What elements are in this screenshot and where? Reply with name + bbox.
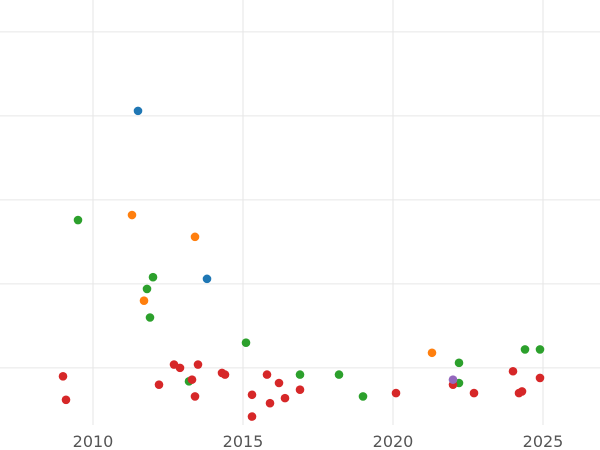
data-point — [61, 395, 71, 405]
data-point — [334, 370, 344, 379]
data-point — [295, 370, 305, 379]
x-tick-label: 2025 — [523, 432, 564, 450]
data-point — [280, 393, 290, 403]
data-point — [247, 412, 257, 421]
data-point — [508, 366, 518, 376]
data-point — [358, 392, 368, 401]
data-point — [193, 360, 203, 369]
data-point — [517, 387, 527, 396]
data-point — [187, 375, 197, 384]
x-tick-label: 2020 — [373, 432, 414, 450]
data-point — [265, 398, 275, 408]
data-point — [145, 313, 155, 322]
x-tick-label: 2010 — [73, 432, 114, 450]
data-point — [133, 106, 143, 116]
x-tick-label: 2015 — [223, 432, 264, 450]
data-points — [58, 106, 545, 421]
data-point — [148, 272, 158, 282]
data-point — [190, 392, 200, 401]
data-point — [175, 363, 185, 373]
data-point — [142, 284, 152, 294]
data-point — [241, 338, 251, 347]
data-point — [448, 375, 458, 384]
data-point — [247, 390, 257, 400]
data-point — [274, 378, 284, 388]
data-point — [58, 371, 68, 381]
data-point — [127, 210, 137, 220]
data-point — [391, 388, 401, 398]
grid — [0, 0, 600, 425]
data-point — [190, 232, 200, 242]
data-point — [295, 385, 305, 395]
x-axis-tick-labels: 2010 2015 2020 2025 — [73, 432, 564, 450]
data-point — [469, 388, 479, 398]
data-point — [535, 373, 545, 383]
data-point — [535, 345, 545, 354]
data-point — [262, 370, 272, 379]
data-point — [454, 358, 464, 368]
data-point — [139, 296, 149, 305]
data-point — [220, 370, 230, 379]
data-point — [202, 274, 212, 284]
data-point — [73, 215, 83, 225]
data-point — [154, 380, 164, 389]
data-point — [520, 345, 530, 354]
data-point — [427, 348, 437, 358]
